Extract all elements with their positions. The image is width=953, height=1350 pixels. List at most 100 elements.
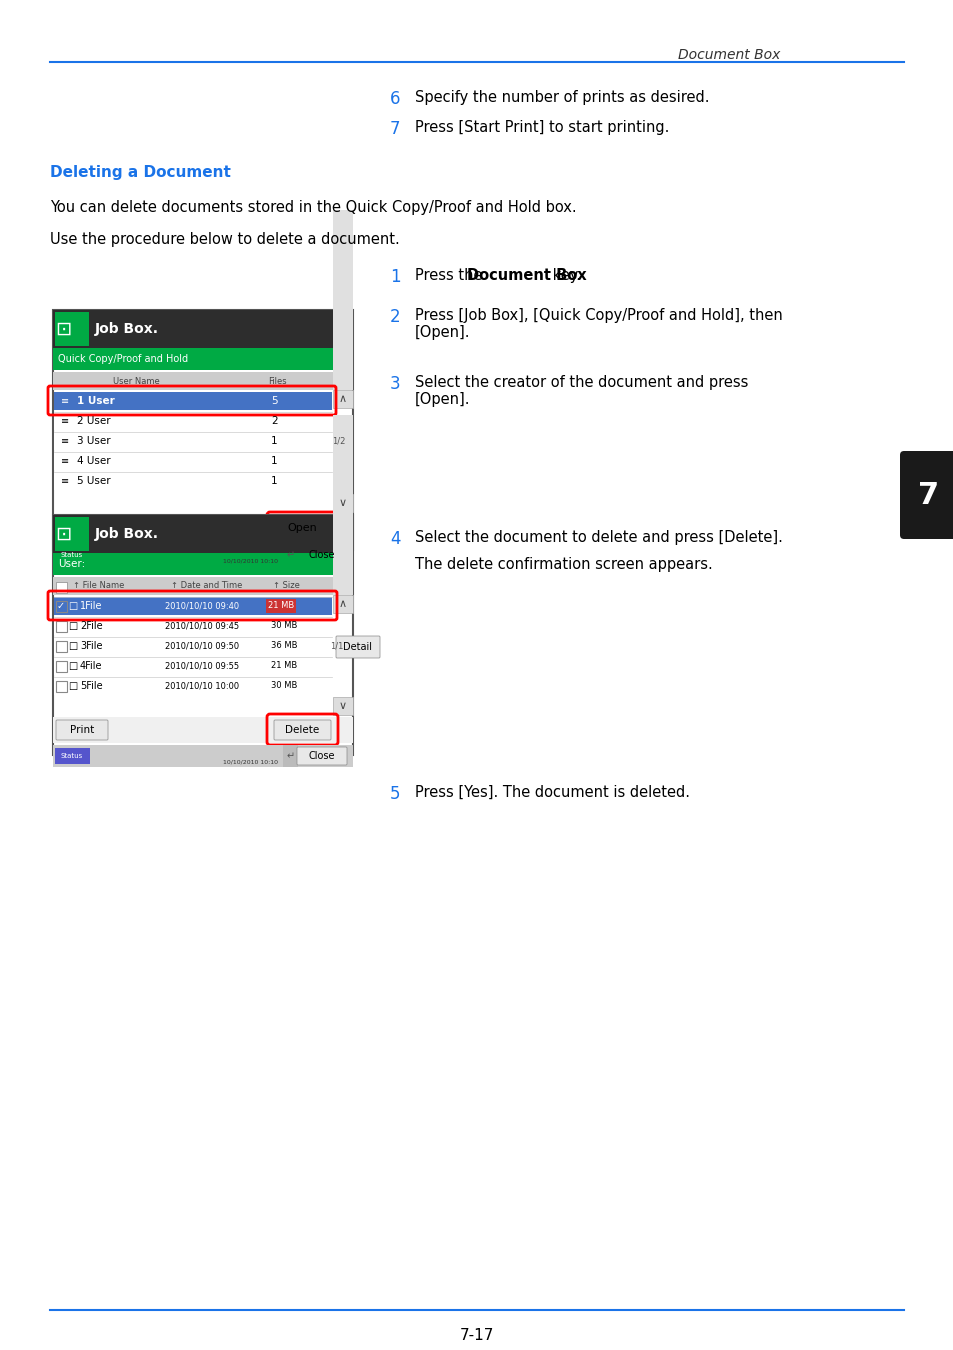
Bar xyxy=(56,601,67,612)
Bar xyxy=(55,312,89,346)
Text: 2010/10/10 09:45: 2010/10/10 09:45 xyxy=(165,621,239,630)
Bar xyxy=(54,472,332,490)
Text: 5File: 5File xyxy=(80,680,103,691)
Text: 6: 6 xyxy=(390,90,400,108)
Bar xyxy=(53,554,353,575)
Text: ↑ File Name: ↑ File Name xyxy=(73,582,124,590)
Bar xyxy=(55,517,89,551)
Text: User:: User: xyxy=(58,559,85,568)
FancyBboxPatch shape xyxy=(296,545,347,564)
Text: 3 User: 3 User xyxy=(77,436,111,446)
Text: Document Box: Document Box xyxy=(677,49,780,62)
Bar xyxy=(333,414,353,595)
Text: 5: 5 xyxy=(271,396,277,406)
Text: 36 MB: 36 MB xyxy=(271,641,297,651)
Text: Press [Yes]. The document is deleted.: Press [Yes]. The document is deleted. xyxy=(415,784,689,801)
Text: Deleting a Document: Deleting a Document xyxy=(50,165,231,180)
Text: ≡: ≡ xyxy=(61,477,69,486)
Text: ⊡: ⊡ xyxy=(54,525,71,544)
Text: Job Box.: Job Box. xyxy=(95,323,159,336)
Text: ↵: ↵ xyxy=(287,549,294,560)
Text: 1: 1 xyxy=(271,436,277,446)
Bar xyxy=(54,657,332,675)
Text: 7: 7 xyxy=(390,120,400,138)
Text: 3: 3 xyxy=(390,375,400,393)
Bar xyxy=(266,599,295,613)
Text: ⊡: ⊡ xyxy=(54,320,71,339)
Text: Use the procedure below to delete a document.: Use the procedure below to delete a docu… xyxy=(50,232,399,247)
Bar xyxy=(54,637,332,655)
FancyBboxPatch shape xyxy=(899,451,953,539)
Text: 10/10/2010 10:10: 10/10/2010 10:10 xyxy=(223,559,277,563)
FancyBboxPatch shape xyxy=(296,747,347,765)
Text: You can delete documents stored in the Quick Copy/Proof and Hold box.: You can delete documents stored in the Q… xyxy=(50,200,576,215)
Text: Status: Status xyxy=(61,753,83,759)
Bar xyxy=(54,452,332,470)
Text: ∨: ∨ xyxy=(338,498,347,508)
FancyBboxPatch shape xyxy=(273,516,332,540)
Bar xyxy=(55,748,90,764)
Text: 2010/10/10 10:00: 2010/10/10 10:00 xyxy=(165,682,239,690)
Text: 2File: 2File xyxy=(80,621,103,630)
FancyBboxPatch shape xyxy=(56,720,108,740)
Text: Print: Print xyxy=(70,725,94,734)
Bar xyxy=(56,621,67,632)
Text: 2010/10/10 09:55: 2010/10/10 09:55 xyxy=(165,662,239,671)
Bar xyxy=(333,390,353,408)
Bar xyxy=(53,514,353,554)
Text: 1File: 1File xyxy=(80,601,102,612)
Text: 10/10/2010 10:10: 10/10/2010 10:10 xyxy=(223,760,277,764)
Text: ≡: ≡ xyxy=(61,436,69,446)
Text: ≡: ≡ xyxy=(61,416,69,427)
Text: Specify the number of prints as desired.: Specify the number of prints as desired. xyxy=(415,90,709,105)
Text: ≡: ≡ xyxy=(61,456,69,466)
Text: Select the document to delete and press [Delete].: Select the document to delete and press … xyxy=(415,531,782,545)
Text: Document Box: Document Box xyxy=(467,269,586,284)
Text: User Name: User Name xyxy=(112,377,159,386)
Text: 7: 7 xyxy=(918,481,939,509)
Text: Files: Files xyxy=(268,377,286,386)
Text: 1 User: 1 User xyxy=(77,396,114,406)
Bar xyxy=(53,310,353,549)
FancyBboxPatch shape xyxy=(274,720,331,740)
Text: □: □ xyxy=(69,680,77,691)
Text: 1: 1 xyxy=(271,477,277,486)
Text: 1: 1 xyxy=(390,269,400,286)
Text: 4 User: 4 User xyxy=(77,456,111,466)
Text: Detail: Detail xyxy=(343,643,372,652)
Text: Open: Open xyxy=(287,522,316,533)
Text: Delete: Delete xyxy=(285,725,319,734)
Text: 1/2: 1/2 xyxy=(332,436,345,446)
Bar xyxy=(283,745,297,767)
Bar xyxy=(53,514,353,755)
Bar xyxy=(53,745,353,767)
Text: Status: Status xyxy=(61,552,83,558)
Bar xyxy=(333,211,353,390)
Bar xyxy=(56,680,67,693)
FancyBboxPatch shape xyxy=(335,636,379,657)
Bar xyxy=(53,717,353,742)
Text: 4: 4 xyxy=(390,531,400,548)
Text: ∧: ∧ xyxy=(338,599,347,609)
Text: 30 MB: 30 MB xyxy=(271,682,297,690)
Text: ↑ Size: ↑ Size xyxy=(273,582,299,590)
Bar xyxy=(53,348,353,370)
Bar xyxy=(56,662,67,672)
Bar xyxy=(55,547,90,563)
Bar xyxy=(54,412,332,431)
Bar xyxy=(53,514,353,541)
Text: Select the creator of the document and press
[Open].: Select the creator of the document and p… xyxy=(415,375,747,408)
Text: □: □ xyxy=(69,641,77,651)
Text: 1: 1 xyxy=(271,456,277,466)
Text: Press the: Press the xyxy=(415,269,487,284)
Text: 2 User: 2 User xyxy=(77,416,111,427)
Text: ≡: ≡ xyxy=(61,396,69,406)
Text: Close: Close xyxy=(309,549,335,560)
Text: 2: 2 xyxy=(390,308,400,325)
Bar xyxy=(54,617,332,634)
Bar xyxy=(283,544,297,566)
Bar xyxy=(53,310,353,348)
Text: 3File: 3File xyxy=(80,641,102,651)
Bar xyxy=(333,697,353,716)
Bar xyxy=(54,597,332,616)
